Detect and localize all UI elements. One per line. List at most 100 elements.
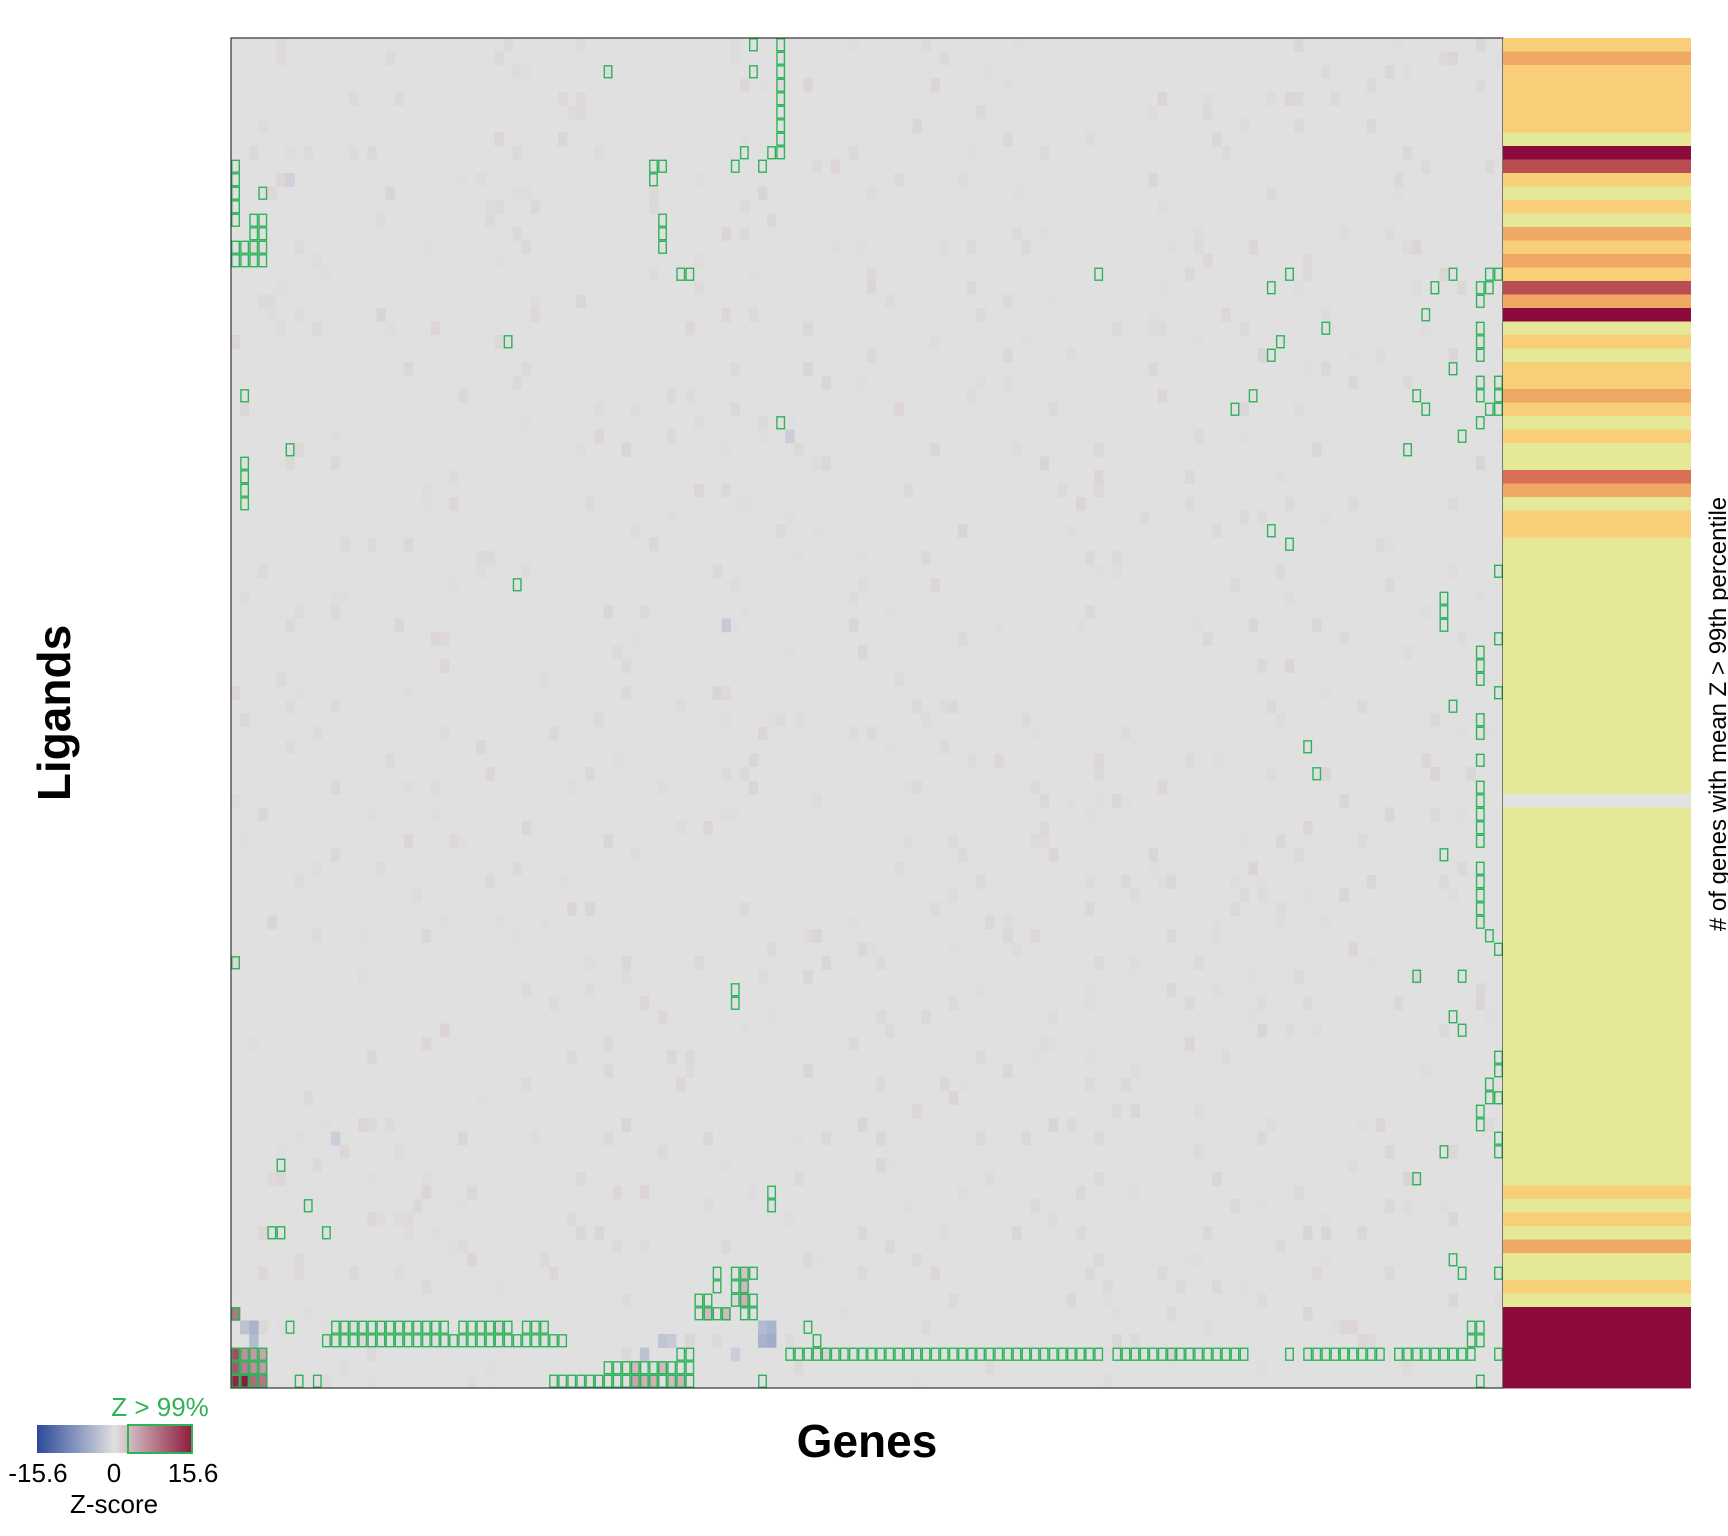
significant-cell	[1448, 1253, 1458, 1267]
significant-cell	[1494, 375, 1503, 389]
heatmap-cell	[1239, 321, 1249, 336]
heatmap-cell	[376, 308, 386, 322]
heatmap-cell	[930, 443, 940, 457]
heatmap-cell	[1321, 308, 1331, 322]
heatmap-cell	[1094, 443, 1104, 457]
heatmap-cell	[1075, 1185, 1086, 1200]
heatmap-cell	[821, 375, 831, 390]
heatmap-cell	[948, 888, 959, 903]
heatmap-cell	[1448, 51, 1458, 66]
significant-cell	[249, 254, 259, 268]
heatmap-cell	[639, 1185, 650, 1200]
heatmap-cell	[639, 605, 650, 619]
heatmap-cell	[1421, 605, 1431, 619]
heatmap-cell	[957, 1077, 968, 1092]
heatmap-cell	[803, 321, 813, 336]
significant-cell	[403, 1334, 413, 1348]
heatmap-cell	[1085, 1077, 1095, 1092]
heatmap-cell	[685, 1064, 695, 1078]
heatmap-cell	[785, 1334, 795, 1348]
heatmap-cell	[612, 1185, 622, 1200]
legend-threshold-box	[127, 1424, 193, 1454]
side-bar-cell	[1503, 605, 1691, 619]
heatmap-cell	[1248, 240, 1258, 255]
significant-cell	[1439, 591, 1449, 605]
significant-cell	[967, 1347, 976, 1361]
heatmap-cell	[1257, 875, 1268, 889]
heatmap-cell	[1157, 389, 1168, 403]
significant-cell	[376, 1320, 386, 1334]
heatmap-cell	[294, 240, 304, 255]
heatmap-cell	[321, 1064, 332, 1078]
heatmap-cell	[258, 1077, 268, 1092]
heatmap-cell	[1403, 794, 1413, 808]
heatmap-cell	[476, 551, 486, 565]
heatmap-cell	[1175, 1280, 1186, 1294]
significant-cell	[467, 1334, 477, 1348]
heatmap-cell	[267, 308, 277, 322]
heatmap-cell	[276, 321, 286, 336]
significant-cell	[658, 213, 668, 227]
heatmap-cell	[1166, 983, 1177, 997]
heatmap-cell	[921, 551, 931, 565]
heatmap-cell	[367, 146, 377, 160]
significant-cell	[1421, 1347, 1431, 1361]
heatmap-cell	[721, 686, 732, 700]
significant-cell	[349, 1320, 359, 1334]
heatmap-cell	[757, 726, 768, 741]
heatmap-cell	[1475, 78, 1486, 93]
significant-cell	[685, 1361, 695, 1375]
heatmap-cell	[676, 1172, 686, 1186]
heatmap-cell	[885, 605, 895, 619]
significant-cell	[321, 1334, 331, 1348]
heatmap-cell-low	[330, 1131, 341, 1146]
side-bar-cell	[1503, 213, 1691, 228]
heatmap-cell	[785, 1118, 795, 1132]
heatmap-cell	[1066, 429, 1077, 444]
heatmap-cell	[539, 1253, 550, 1267]
heatmap-cell	[1375, 1118, 1386, 1132]
heatmap-cell	[903, 1199, 913, 1213]
heatmap-cell	[621, 686, 632, 700]
side-bar-cell	[1503, 429, 1691, 444]
heatmap-cell	[1321, 1226, 1331, 1240]
heatmap-cell	[231, 659, 241, 673]
heatmap-cell	[521, 416, 532, 430]
significant-cell	[758, 159, 767, 173]
heatmap-cell	[294, 1266, 304, 1281]
heatmap-cell	[803, 996, 813, 1011]
side-bar-cell	[1503, 1037, 1691, 1051]
significant-cell	[658, 227, 668, 241]
significant-cell	[1185, 1347, 1194, 1361]
heatmap-cell	[1212, 132, 1222, 147]
significant-cell	[594, 1374, 604, 1388]
side-bar-cell	[1503, 848, 1691, 862]
significant-cell	[1494, 1145, 1503, 1159]
significant-cell	[1139, 1347, 1149, 1361]
heatmap-cell	[1085, 875, 1095, 889]
heatmap-cell	[1112, 1334, 1122, 1348]
heatmap-cell	[412, 888, 423, 903]
heatmap-cell	[312, 1158, 323, 1173]
heatmap-cell	[1130, 888, 1140, 903]
heatmap-cell-high	[249, 1361, 259, 1375]
significant-cell	[358, 1320, 368, 1334]
side-bar-cell	[1503, 281, 1691, 295]
heatmap-cell	[739, 1023, 750, 1038]
heatmap-cell-high	[231, 1361, 241, 1375]
heatmap-cell	[294, 875, 304, 889]
side-bar-cell	[1503, 389, 1691, 403]
heatmap-cell	[1403, 65, 1413, 79]
side-bar-cell	[1503, 227, 1691, 241]
side-bar-cell	[1503, 726, 1691, 741]
heatmap-cell	[776, 146, 786, 160]
significant-cell	[1484, 1091, 1494, 1105]
heatmap-cell	[549, 996, 559, 1011]
heatmap-cell	[876, 672, 886, 687]
significant-cell	[331, 1334, 340, 1348]
significant-cell	[385, 1334, 395, 1348]
heatmap-cell-high	[258, 1374, 268, 1389]
significant-cell	[1466, 1347, 1476, 1361]
heatmap-cell	[1066, 524, 1077, 538]
heatmap-cell	[1185, 875, 1195, 889]
